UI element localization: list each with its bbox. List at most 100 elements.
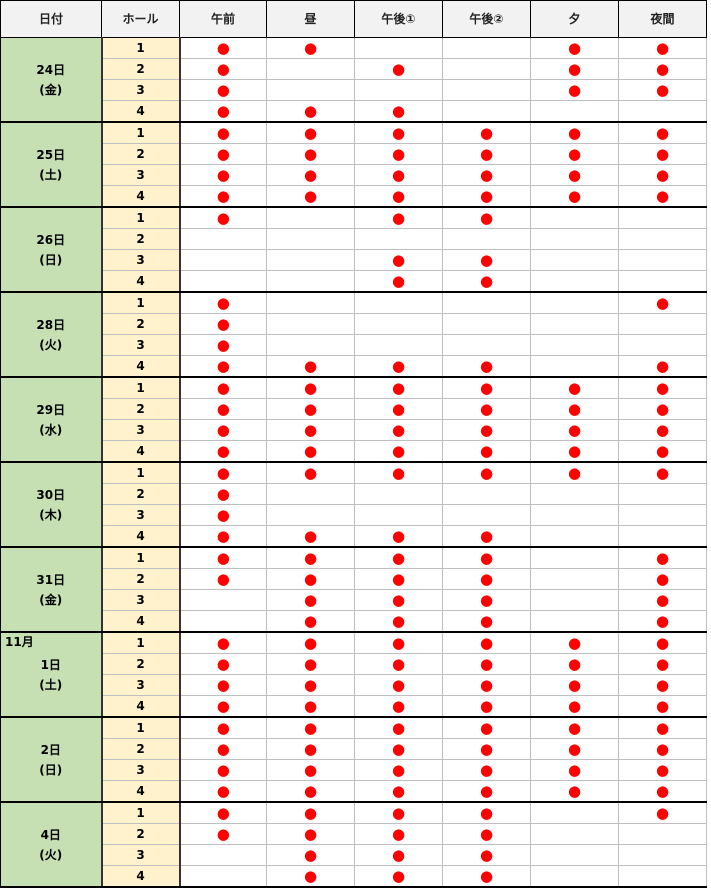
- slot-mark: ●: [391, 549, 406, 567]
- slot-cell: ●: [266, 546, 355, 569]
- table-row: 4 ● ● ● ● ● ●: [1, 780, 707, 803]
- slot-cell: ●: [442, 270, 531, 293]
- slot-cell: ●: [179, 653, 267, 675]
- slot-cell: ●: [618, 355, 707, 378]
- slot-cell: ●: [442, 738, 531, 760]
- slot-mark: ●: [216, 102, 230, 120]
- slot-cell: [179, 228, 267, 250]
- slot-mark: ●: [567, 187, 582, 205]
- slot-cell: ●: [266, 631, 355, 654]
- slot-cell: [530, 206, 619, 229]
- slot-cell: ●: [530, 58, 619, 80]
- slot-cell: ●: [266, 100, 355, 123]
- slot-cell: ●: [354, 206, 443, 229]
- slot-mark: ●: [479, 166, 494, 184]
- slot-mark: ●: [655, 166, 670, 184]
- slot-cell: ●: [442, 759, 531, 781]
- slot-cell: [266, 504, 355, 526]
- slot-cell: ●: [179, 419, 267, 441]
- slot-cell: ●: [530, 759, 619, 781]
- slot-mark: ●: [479, 357, 494, 375]
- slot-cell: ●: [442, 674, 531, 696]
- slot-cell: ●: [442, 865, 531, 888]
- slot-cell: [266, 249, 355, 271]
- slot-cell: [179, 844, 267, 866]
- slot-mark: ●: [655, 39, 670, 57]
- hall-number: 3: [101, 334, 181, 356]
- slot-cell: [530, 228, 619, 250]
- slot-mark: ●: [655, 549, 670, 567]
- slot-cell: [530, 610, 619, 633]
- slot-cell: [618, 865, 707, 888]
- slot-cell: ●: [266, 398, 355, 420]
- slot-mark: ●: [655, 719, 670, 737]
- slot-cell: ●: [354, 419, 443, 441]
- slot-mark: ●: [303, 400, 318, 418]
- slot-cell: ●: [618, 79, 707, 101]
- hall-number: 1: [101, 716, 181, 739]
- table-row: 4 ● ● ●: [1, 865, 707, 888]
- slot-mark: ●: [216, 761, 230, 779]
- day-label: 1日: [40, 657, 61, 672]
- slot-cell: ●: [179, 100, 267, 123]
- slot-mark: ●: [303, 166, 318, 184]
- slot-cell: [442, 79, 531, 101]
- slot-cell: [179, 589, 267, 611]
- slot-cell: ●: [179, 37, 267, 59]
- slot-cell: ●: [354, 440, 443, 463]
- slot-cell: [266, 291, 355, 314]
- slot-mark: ●: [303, 867, 318, 885]
- hall-number: 4: [101, 780, 181, 803]
- slot-mark: ●: [303, 697, 318, 715]
- slot-cell: [618, 844, 707, 866]
- slot-cell: ●: [442, 780, 531, 803]
- slot-mark: ●: [303, 102, 318, 120]
- slot-mark: ●: [479, 570, 494, 588]
- slot-cell: ●: [179, 674, 267, 696]
- weekday-label: (木): [39, 507, 63, 522]
- slot-mark: ●: [479, 145, 494, 163]
- slot-mark: ●: [391, 591, 406, 609]
- table-row: 2: [1, 228, 707, 250]
- slot-mark: ●: [655, 697, 670, 715]
- slot-mark: ●: [391, 846, 406, 864]
- table-row: 4 ● ● ● ● ● ●: [1, 440, 707, 463]
- slot-mark: ●: [567, 782, 582, 800]
- table-row: 28日 (火) 1 ● ●: [0, 291, 707, 378]
- date-cell: 4日 (火): [0, 801, 103, 888]
- slot-cell: [266, 79, 355, 101]
- slot-cell: [442, 334, 531, 356]
- slot-mark: ●: [391, 60, 406, 78]
- slot-mark: ●: [479, 634, 494, 652]
- slot-cell: ●: [530, 376, 619, 399]
- slot-cell: [266, 58, 355, 80]
- weekday-label: (火): [39, 337, 63, 352]
- slot-cell: ●: [179, 58, 267, 80]
- slot-cell: ●: [266, 610, 355, 633]
- hall-number: 3: [101, 419, 181, 441]
- table-row: 3 ● ● ●: [1, 844, 707, 866]
- slot-cell: ●: [266, 759, 355, 781]
- slot-mark: ●: [303, 655, 318, 673]
- slot-cell: ●: [266, 355, 355, 378]
- table-row: 2 ● ● ● ● ●: [1, 568, 707, 590]
- slot-cell: ●: [179, 780, 267, 803]
- slot-cell: [530, 270, 619, 293]
- slot-cell: ●: [179, 440, 267, 463]
- slot-cell: ●: [442, 801, 531, 824]
- slot-cell: ●: [354, 164, 443, 186]
- table-row: 11月 1日 (土) 1 ● ● ● ● ● ●: [0, 631, 707, 718]
- slot-cell: ●: [530, 185, 619, 208]
- slot-cell: ●: [618, 398, 707, 420]
- day-label: 4日: [40, 827, 61, 842]
- slot-cell: ●: [442, 249, 531, 271]
- slot-cell: [179, 865, 267, 888]
- hall-number: 1: [101, 37, 181, 59]
- hall-number: 3: [101, 759, 181, 781]
- slot-cell: ●: [618, 37, 707, 59]
- slot-mark: ●: [216, 740, 230, 758]
- hall-number: 2: [101, 653, 181, 675]
- slot-cell: ●: [530, 121, 619, 144]
- slot-mark: ●: [655, 676, 670, 694]
